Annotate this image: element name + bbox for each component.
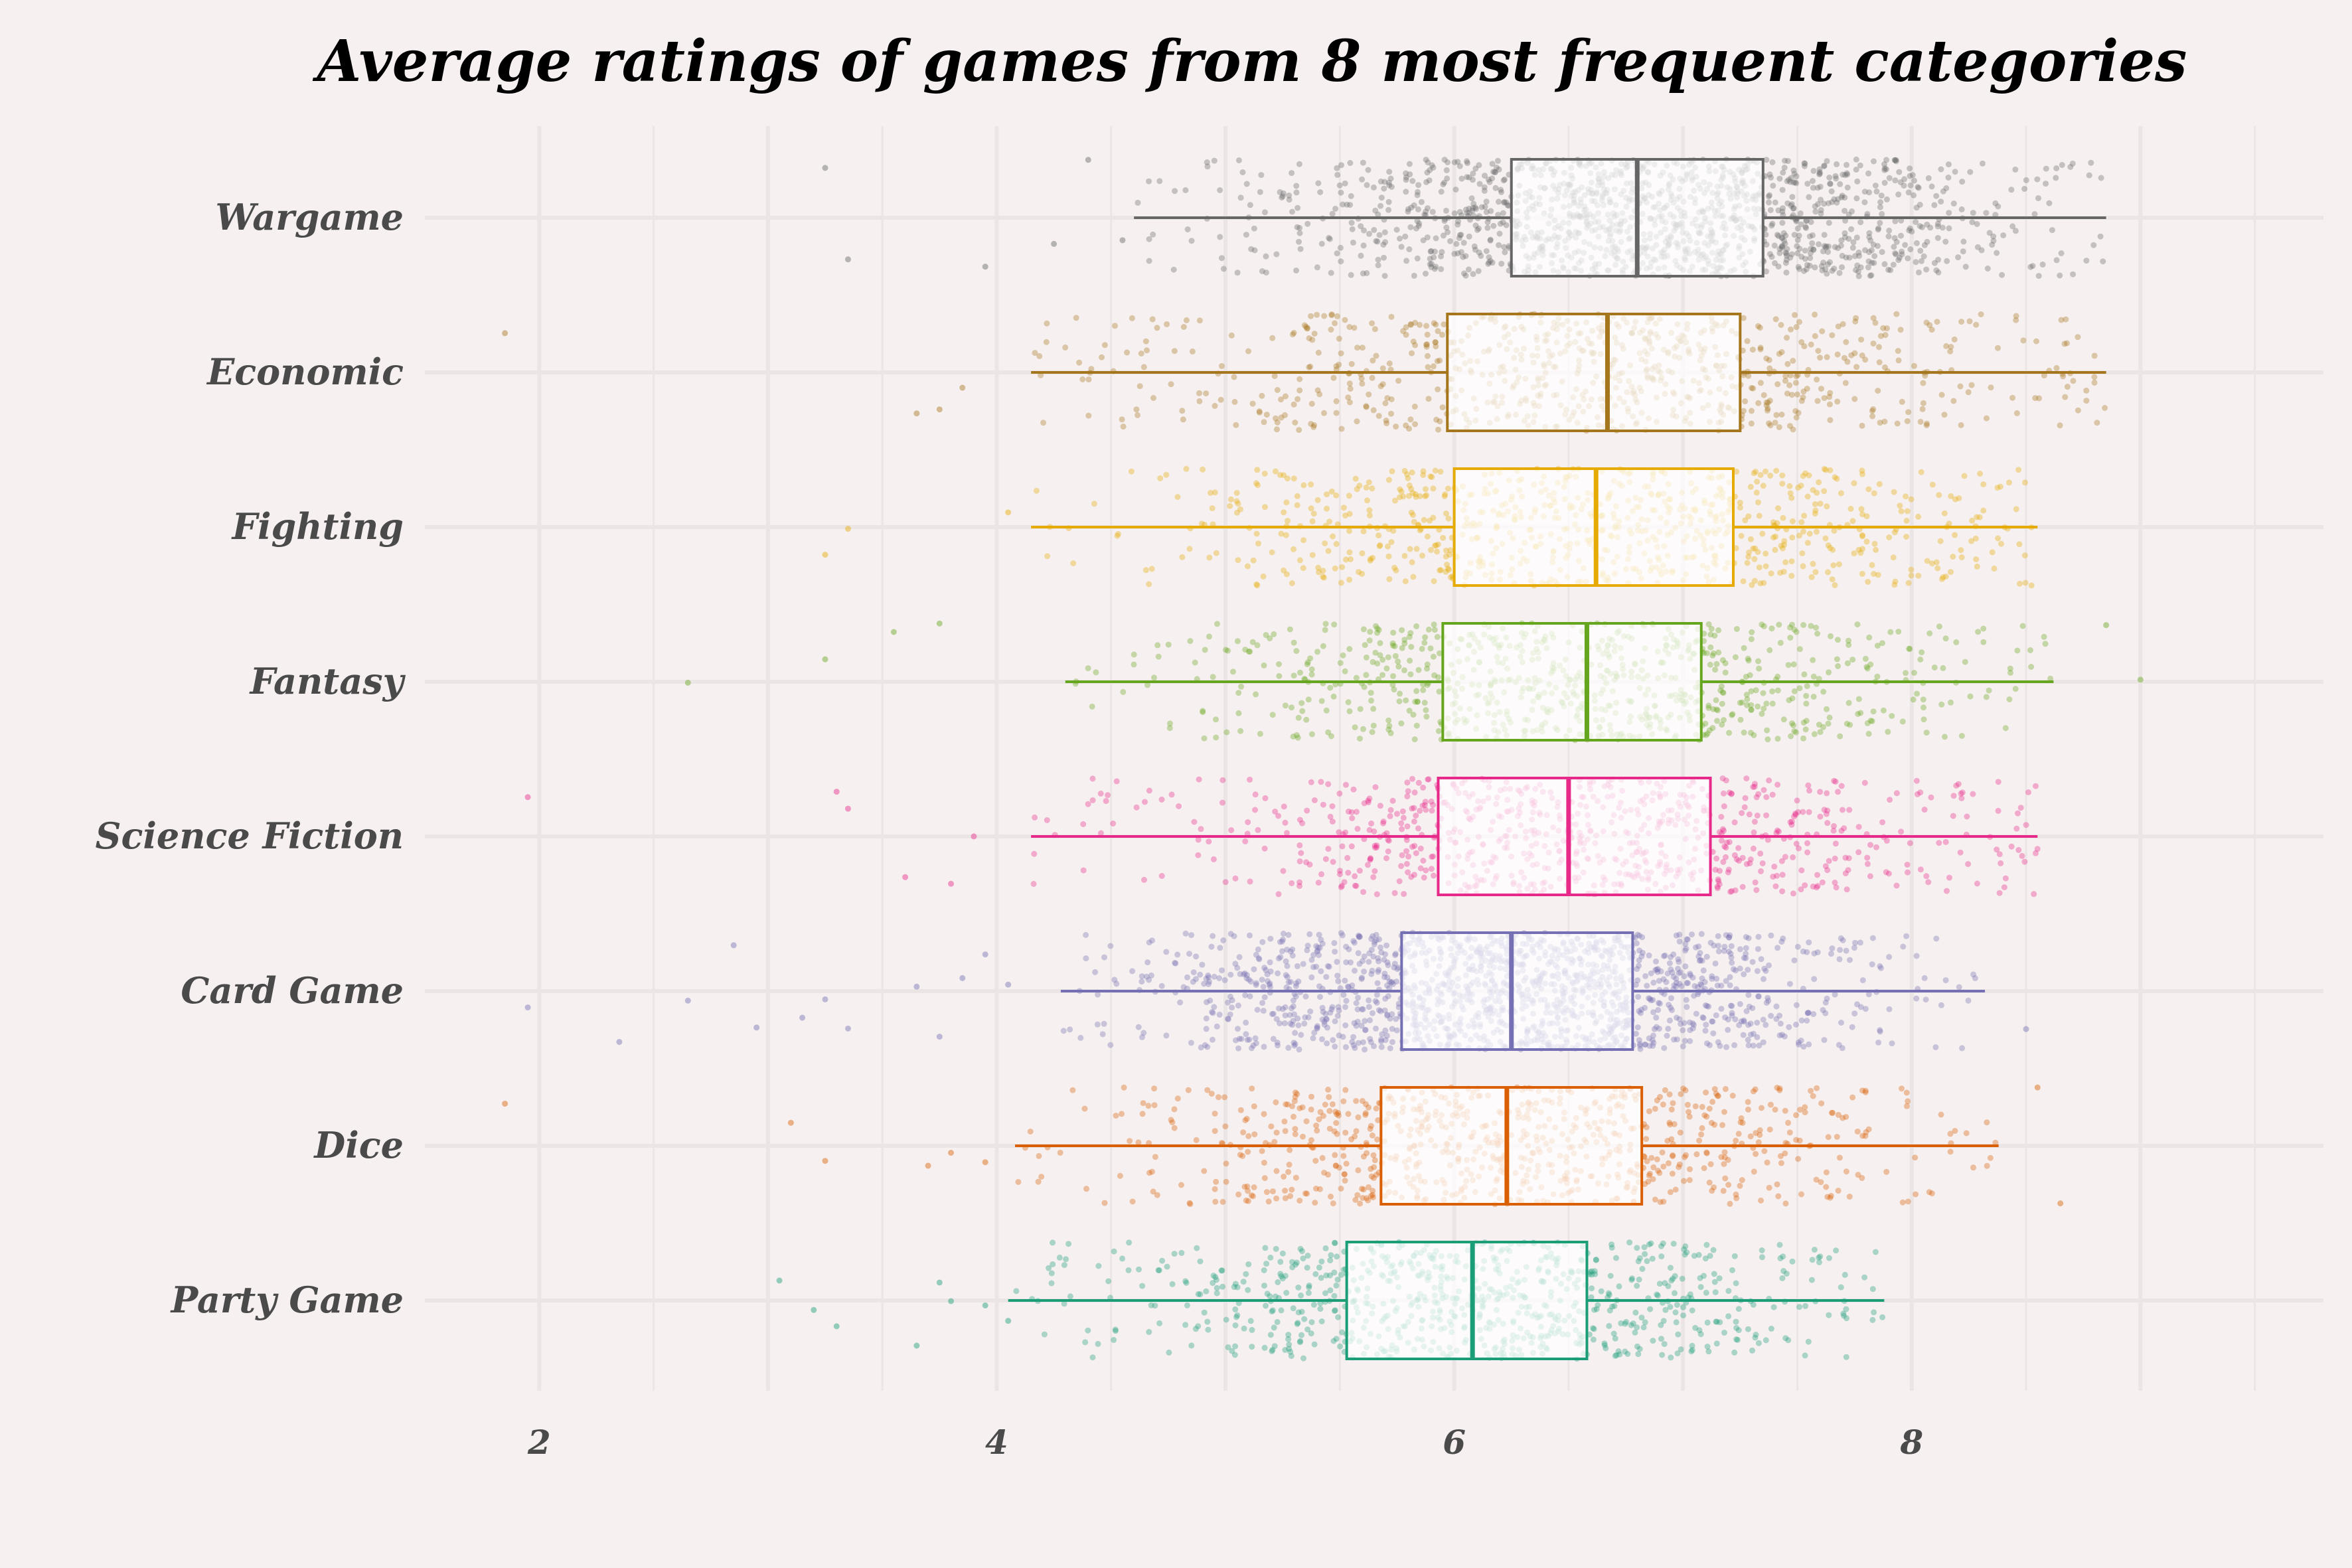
x-tick-label: 8 <box>1899 1423 1923 1462</box>
outlier-point <box>936 406 943 413</box>
outlier-point <box>982 264 988 270</box>
outlier-point <box>2023 1026 2029 1032</box>
outlier-point <box>925 1162 931 1169</box>
outlier-point <box>1051 240 1058 247</box>
outlier-point <box>1119 237 1126 244</box>
outlier-point <box>936 1279 943 1286</box>
outlier-point <box>684 679 691 686</box>
outlier-point <box>959 384 966 391</box>
outlier-point <box>913 1342 920 1349</box>
box-iqr <box>1379 1086 1644 1206</box>
labels-layer: 2 4 6 8 Wargame Economic Fighting Fantasy Scienc… <box>95 196 1923 1462</box>
outlier-point <box>502 330 509 337</box>
outlier-point <box>753 1024 760 1031</box>
x-tick-label: 4 <box>985 1423 1008 1462</box>
box-iqr <box>1345 1241 1589 1360</box>
outlier-point <box>822 656 828 663</box>
category-label: Dice <box>313 1124 404 1166</box>
outlier-point <box>913 983 920 990</box>
outlier-point <box>2057 1200 2064 1207</box>
outlier-point <box>799 1014 806 1021</box>
outlier-point <box>1085 157 1091 163</box>
outlier-point <box>1005 981 1012 988</box>
outlier-point <box>982 1302 988 1308</box>
outlier-point <box>1005 509 1012 516</box>
category-label: Party Game <box>170 1279 404 1321</box>
outlier-point <box>913 410 920 417</box>
outlier-point <box>948 1298 955 1304</box>
jitter-points-layer <box>502 156 2144 1362</box>
outlier-point <box>822 996 828 1002</box>
outlier-point <box>776 1277 783 1284</box>
outlier-point <box>959 975 966 981</box>
x-tick-label: 2 <box>527 1423 551 1462</box>
outlier-point <box>1005 1318 1012 1324</box>
outlier-point <box>982 1159 988 1166</box>
outlier-point <box>936 1034 943 1040</box>
outlier-point <box>684 997 691 1004</box>
outlier-point <box>822 165 828 171</box>
outlier-point <box>616 1039 623 1046</box>
outlier-point <box>833 789 840 795</box>
category-label: Card Game <box>181 969 404 1012</box>
outlier-point <box>524 794 531 801</box>
grid-layer <box>425 126 2323 1391</box>
outlier-point <box>936 620 943 627</box>
outlier-point <box>730 942 737 949</box>
outlier-point <box>948 1149 955 1156</box>
outlier-point <box>844 1025 851 1032</box>
outlier-point <box>2103 622 2110 629</box>
outlier-point <box>902 874 909 880</box>
outlier-point <box>822 1158 828 1164</box>
outlier-point <box>2034 1084 2041 1091</box>
box-iqr <box>1400 931 1634 1051</box>
category-label: Fighting <box>231 505 404 548</box>
outlier-point <box>833 1323 840 1330</box>
outlier-point <box>948 880 955 887</box>
box-iqr <box>1446 313 1742 432</box>
boxes-layer <box>1008 158 2106 1360</box>
chart-title: Average ratings of games from 8 most fre… <box>313 28 2187 95</box>
box-iqr <box>1437 777 1712 896</box>
outlier-point <box>844 805 851 812</box>
category-label: Science Fiction <box>95 815 404 857</box>
x-tick-label: 6 <box>1443 1423 1466 1462</box>
outlier-point <box>971 833 977 840</box>
outlier-point <box>890 629 897 635</box>
outlier-point <box>502 1101 509 1107</box>
box-iqr <box>1441 622 1703 742</box>
category-label: Wargame <box>215 196 404 238</box>
outlier-point <box>844 526 851 532</box>
category-label: Fantasy <box>249 660 406 702</box>
outlier-point <box>811 1306 817 1313</box>
outlier-point <box>2137 676 2144 683</box>
outlier-point <box>822 552 828 558</box>
outlier-point <box>524 1004 531 1011</box>
category-label: Economic <box>206 351 404 393</box>
outlier-point <box>787 1119 794 1126</box>
outlier-point <box>844 256 851 263</box>
outlier-point <box>982 951 988 958</box>
